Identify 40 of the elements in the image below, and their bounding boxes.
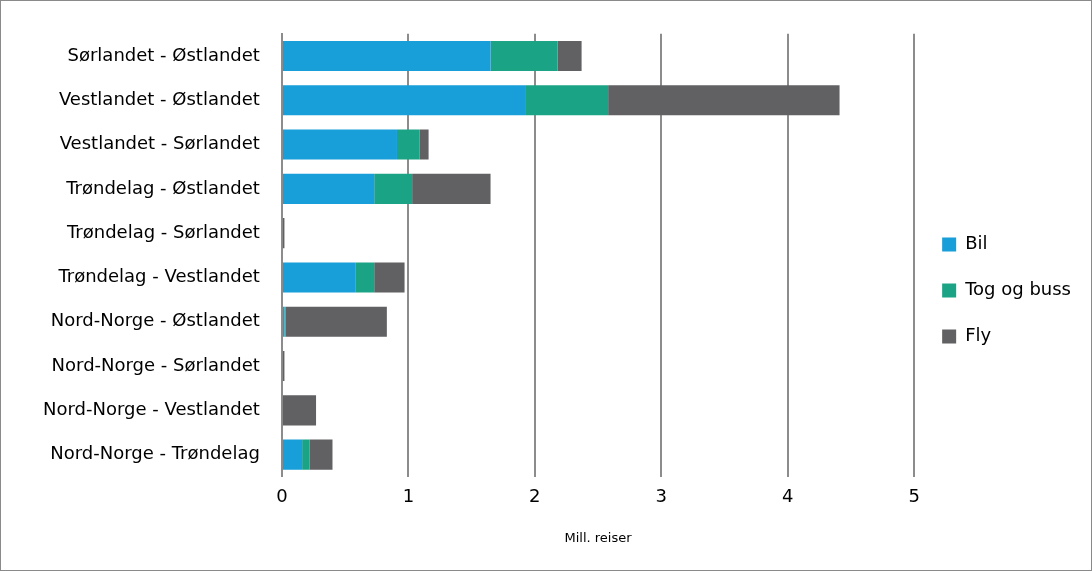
x-tick-label: 3 (655, 485, 667, 507)
bar (282, 40, 491, 72)
bar (412, 173, 491, 204)
y-tick-label: Vestlandet - Sørlandet (59, 132, 260, 154)
bar (282, 262, 356, 293)
y-tick-label: Nord-Norge - Sørlandet (51, 353, 260, 375)
y-tick-label: Nord-Norge - Vestlandet (43, 398, 260, 420)
legend-label: Bil (965, 232, 988, 254)
x-tick-label: 4 (781, 485, 794, 507)
bar (355, 262, 375, 293)
bar (285, 306, 387, 337)
bar (302, 439, 310, 470)
x-tick-label: 1 (402, 485, 415, 507)
legend-label: Tog og buss (964, 278, 1072, 300)
bar (490, 40, 558, 72)
y-tick-label: Trøndelag - Østlandet (65, 176, 260, 198)
bar (309, 439, 333, 470)
bar (608, 85, 840, 116)
bar (282, 173, 375, 204)
x-axis-title: Mill. reiser (564, 529, 633, 545)
bar (374, 173, 413, 204)
bar (396, 129, 420, 160)
bar (282, 85, 526, 116)
y-tick-label: Trøndelag - Vestlandet (57, 265, 260, 287)
bar (374, 262, 405, 293)
y-tick-label: Nord-Norge - Østlandet (50, 309, 260, 331)
x-tick-label: 2 (529, 485, 541, 507)
bar (282, 395, 317, 426)
bar (282, 129, 397, 160)
y-tick-label: Trøndelag - Sørlandet (66, 220, 260, 242)
y-tick-label: Vestlandet - Østlandet (58, 87, 260, 109)
y-tick-label: Sørlandet - Østlandet (67, 43, 260, 65)
y-tick-label: Nord-Norge - Trøndelag (50, 442, 260, 464)
x-tick-label: 5 (908, 485, 920, 507)
x-tick-label: 0 (276, 485, 288, 507)
legend-label: Fly (965, 324, 992, 346)
bar (557, 40, 582, 72)
bar (419, 129, 429, 160)
bar (282, 439, 303, 470)
bar (525, 85, 609, 116)
